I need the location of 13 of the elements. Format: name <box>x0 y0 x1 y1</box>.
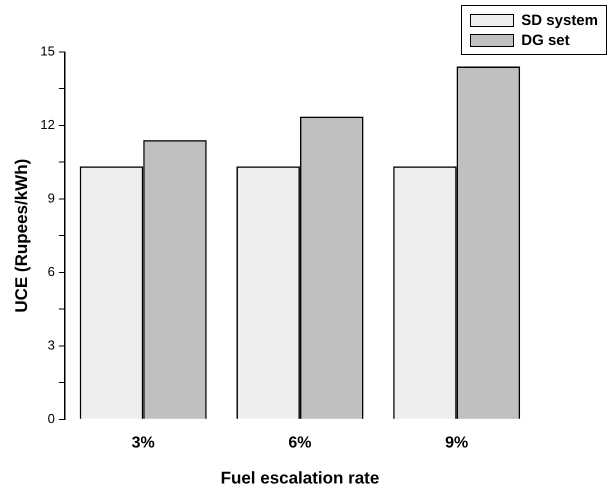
y-tick-label: 15 <box>40 44 55 59</box>
legend-label: SD system <box>521 12 598 28</box>
y-tick-label: 9 <box>48 190 55 206</box>
x-tick-label: 6% <box>288 434 312 452</box>
y-tick-label: 3 <box>48 338 55 352</box>
x-tick-label: 9% <box>445 434 468 452</box>
y-tick-label: 12 <box>40 117 55 132</box>
x-axis-title: Fuel escalation rate <box>220 468 380 488</box>
y-axis-title: UCE (Rupees/kWh) <box>12 158 31 313</box>
y-tick-label: 0 <box>48 410 55 426</box>
y-tick-label: 6 <box>48 264 55 280</box>
legend-label: DG set <box>521 32 570 48</box>
x-tick-label: 3% <box>132 434 155 452</box>
